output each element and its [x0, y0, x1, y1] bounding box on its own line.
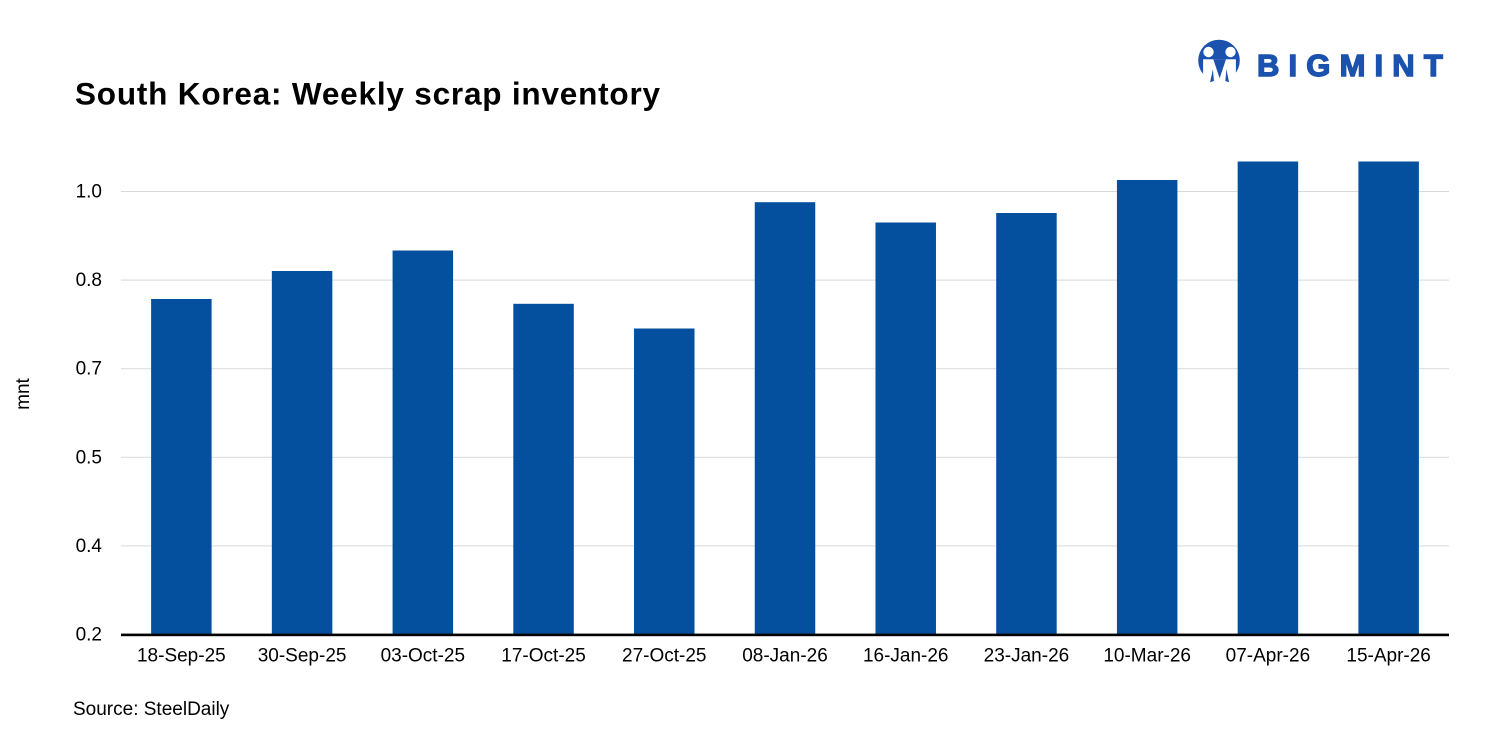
svg-text:16-Jan-26: 16-Jan-26 — [863, 646, 949, 667]
svg-text:mnt: mnt — [13, 377, 34, 409]
svg-text:1.0: 1.0 — [76, 182, 102, 203]
svg-text:27-Oct-25: 27-Oct-25 — [622, 646, 706, 667]
svg-text:0.4: 0.4 — [76, 536, 103, 557]
svg-text:0.7: 0.7 — [76, 359, 102, 380]
svg-text:18-Sep-25: 18-Sep-25 — [137, 646, 226, 667]
svg-text:BIGMINT: BIGMINT — [1257, 48, 1452, 83]
svg-text:0.2: 0.2 — [76, 625, 102, 646]
svg-text:0.8: 0.8 — [76, 270, 102, 291]
svg-text:07-Apr-26: 07-Apr-26 — [1226, 646, 1311, 667]
svg-text:17-Oct-25: 17-Oct-25 — [501, 646, 585, 667]
svg-text:0.5: 0.5 — [76, 447, 102, 468]
svg-text:23-Jan-26: 23-Jan-26 — [984, 646, 1070, 667]
svg-text:South Korea: Weekly scrap inve: South Korea: Weekly scrap inventory — [75, 75, 661, 111]
svg-text:08-Jan-26: 08-Jan-26 — [742, 646, 828, 667]
svg-text:03-Oct-25: 03-Oct-25 — [381, 646, 465, 667]
svg-text:10-Mar-26: 10-Mar-26 — [1103, 646, 1191, 667]
svg-text:15-Apr-26: 15-Apr-26 — [1346, 646, 1431, 667]
svg-text:30-Sep-25: 30-Sep-25 — [258, 646, 347, 667]
svg-text:Source: SteelDaily: Source: SteelDaily — [73, 699, 230, 720]
